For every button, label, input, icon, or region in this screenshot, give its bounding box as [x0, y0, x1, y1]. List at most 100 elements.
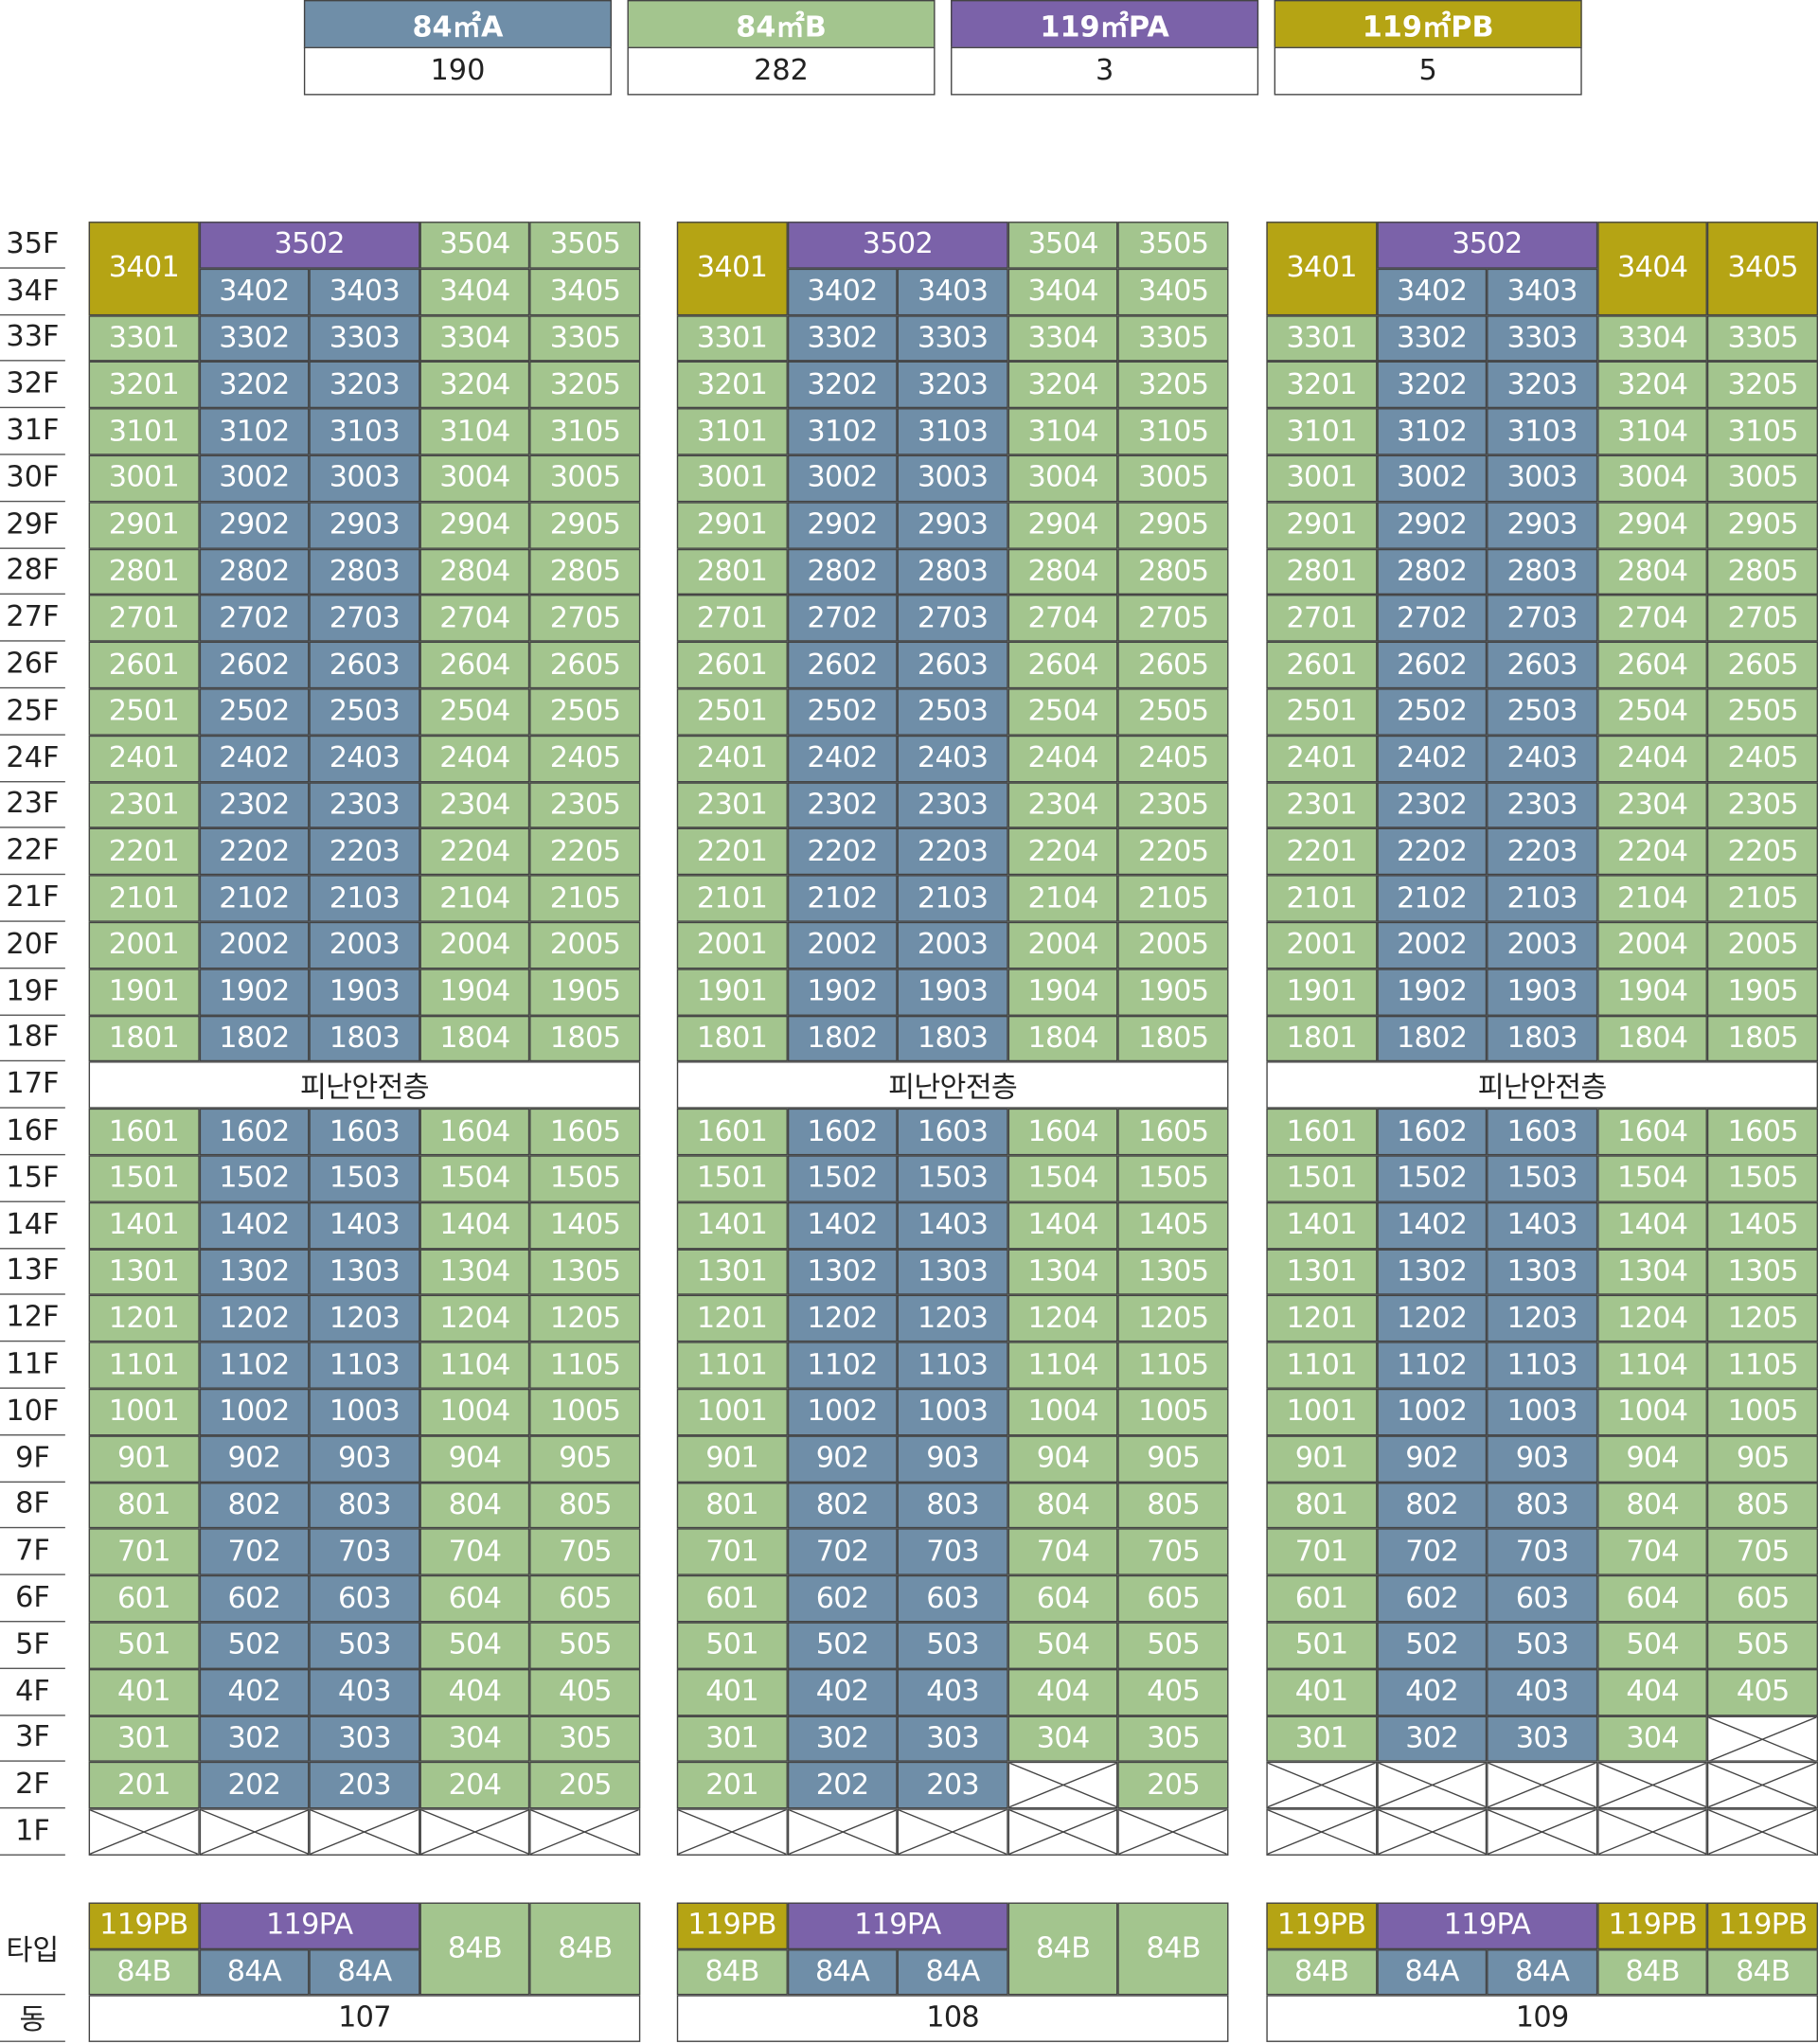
- unit: 3204: [1007, 362, 1118, 409]
- unit: 2505: [1707, 688, 1818, 736]
- unit: 1302: [199, 1248, 310, 1296]
- empty-unit: [88, 1808, 200, 1856]
- floor-label: 1F: [0, 1809, 65, 1856]
- unit: 3305: [1707, 314, 1818, 363]
- unit: 3302: [1376, 314, 1488, 363]
- unit: 3104: [419, 408, 530, 455]
- unit: 203: [309, 1762, 420, 1809]
- unit: 405: [529, 1668, 641, 1716]
- floor-label: 9F: [0, 1435, 65, 1483]
- unit: 303: [897, 1715, 1008, 1763]
- unit: 905: [529, 1435, 641, 1483]
- unit: 1202: [787, 1295, 898, 1342]
- unit: 301: [676, 1715, 788, 1763]
- unit: 1802: [199, 1015, 310, 1062]
- unit: 605: [1117, 1575, 1229, 1623]
- cross: [899, 1810, 1007, 1855]
- unit: 1005: [1117, 1388, 1229, 1436]
- unit: 1801: [676, 1015, 788, 1062]
- unit: 2305: [529, 781, 641, 829]
- unit: 2404: [419, 735, 530, 782]
- type-cell: 84B: [529, 1902, 641, 1996]
- unit: 604: [1596, 1575, 1708, 1623]
- floor-label: 13F: [0, 1249, 65, 1296]
- unit: 2603: [897, 641, 1008, 689]
- unit: 504: [1596, 1622, 1708, 1669]
- unit: 3302: [199, 314, 310, 363]
- unit: 3303: [1487, 314, 1597, 363]
- unit: 3004: [1596, 454, 1708, 502]
- unit: 1201: [88, 1295, 200, 1342]
- empty-unit: [676, 1808, 788, 1856]
- legend-count: 190: [303, 46, 612, 96]
- unit: 1605: [1117, 1108, 1229, 1156]
- unit: 2201: [88, 828, 200, 876]
- unit: 2805: [1707, 548, 1818, 595]
- legend-label: 119㎡PB: [1274, 0, 1582, 48]
- unit: 1302: [1376, 1248, 1488, 1296]
- unit: 2104: [1007, 875, 1118, 922]
- type-upper: 119PB: [1707, 1902, 1818, 1949]
- cross: [1488, 1810, 1596, 1855]
- unit: 1904: [419, 969, 530, 1016]
- unit: 1804: [1596, 1015, 1708, 1062]
- unit: 3303: [309, 314, 420, 363]
- unit: 1004: [419, 1388, 530, 1436]
- unit: 2602: [787, 641, 898, 689]
- unit: 1005: [529, 1388, 641, 1436]
- unit: 2902: [1376, 501, 1488, 549]
- unit: 304: [419, 1715, 530, 1763]
- unit: 2904: [419, 501, 530, 549]
- unit: 2004: [1007, 921, 1118, 969]
- unit: 201: [676, 1762, 788, 1809]
- unit: 3502: [199, 222, 420, 269]
- unit: 2805: [1117, 548, 1229, 595]
- unit: 2503: [1487, 688, 1597, 736]
- unit: 304: [1007, 1715, 1118, 1763]
- unit: 2102: [1376, 875, 1488, 922]
- unit: 3205: [1117, 362, 1229, 409]
- unit: 1804: [1007, 1015, 1118, 1062]
- cross: [201, 1810, 309, 1855]
- unit: 2904: [1007, 501, 1118, 549]
- type-lower: 84B: [1707, 1948, 1818, 1996]
- type-lower: 84A: [199, 1948, 310, 1996]
- unit: 1101: [676, 1342, 788, 1389]
- unit: 504: [1007, 1622, 1118, 1669]
- unit: 903: [1487, 1435, 1597, 1483]
- unit: 2404: [1596, 735, 1708, 782]
- unit: 803: [309, 1482, 420, 1529]
- unit: 2005: [1117, 921, 1229, 969]
- unit: 2704: [419, 595, 530, 642]
- unit: 2003: [1487, 921, 1597, 969]
- unit: 804: [419, 1482, 530, 1529]
- unit: 1602: [787, 1108, 898, 1156]
- unit: 3302: [787, 314, 898, 363]
- unit: 2604: [1596, 641, 1708, 689]
- unit: 3201: [1266, 362, 1377, 409]
- cross: [678, 1810, 786, 1855]
- unit: 2703: [897, 595, 1008, 642]
- legend-label: 119㎡PA: [951, 0, 1259, 48]
- unit: 2604: [419, 641, 530, 689]
- unit: 202: [199, 1762, 310, 1809]
- unit: 3103: [897, 408, 1008, 455]
- cross: [531, 1810, 639, 1855]
- unit: 2402: [199, 735, 310, 782]
- floor-label: 5F: [0, 1622, 65, 1669]
- unit: 601: [88, 1575, 200, 1623]
- unit: 1403: [309, 1201, 420, 1249]
- legend-count: 3: [951, 46, 1259, 96]
- unit: 2004: [419, 921, 530, 969]
- unit: 3005: [1117, 454, 1229, 502]
- unit: 3103: [1487, 408, 1597, 455]
- unit: 3504: [1007, 222, 1118, 269]
- unit: 3404: [1596, 222, 1708, 315]
- empty-unit: [1007, 1808, 1118, 1856]
- unit: 3003: [897, 454, 1008, 502]
- unit: 605: [529, 1575, 641, 1623]
- unit: 2903: [897, 501, 1008, 549]
- unit: 402: [787, 1668, 898, 1716]
- floor-label: 20F: [0, 922, 65, 969]
- unit: 1501: [676, 1155, 788, 1202]
